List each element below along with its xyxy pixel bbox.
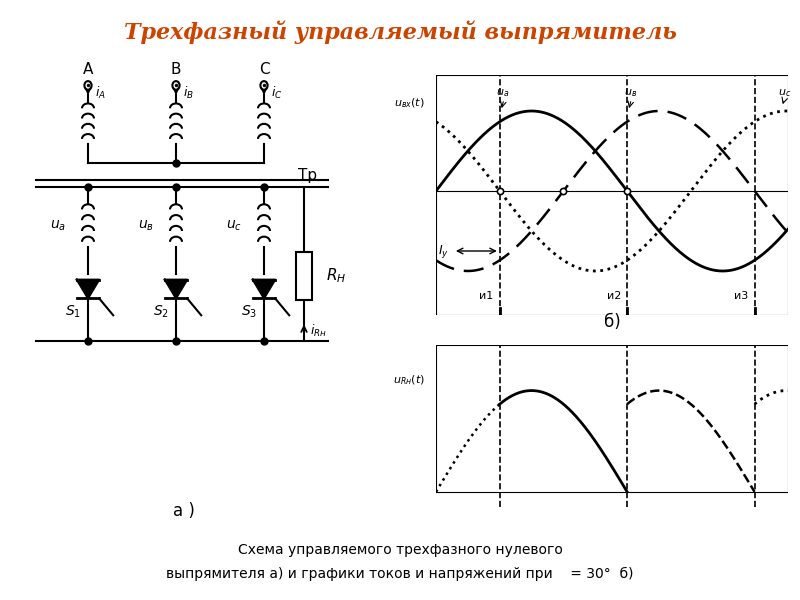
Text: а ): а ) xyxy=(173,502,195,520)
Text: $i_{Rн}$: $i_{Rн}$ xyxy=(310,323,327,339)
Text: $S_1$: $S_1$ xyxy=(65,304,81,320)
Text: выпрямителя а) и графики токов и напряжений при    = 30°  б): выпрямителя а) и графики токов и напряже… xyxy=(166,567,634,581)
Text: C: C xyxy=(258,62,270,77)
Text: $i_{C}$: $i_{C}$ xyxy=(271,85,282,101)
Text: $u_с$: $u_с$ xyxy=(778,87,791,99)
Text: $i_{A}$: $i_{A}$ xyxy=(95,85,106,101)
Text: и3: и3 xyxy=(734,291,748,301)
Text: $u_с$: $u_с$ xyxy=(226,218,242,233)
Text: Трехфазный управляемый выпрямитель: Трехфазный управляемый выпрямитель xyxy=(123,21,677,44)
Text: $I_у$: $I_у$ xyxy=(438,242,449,259)
Polygon shape xyxy=(253,280,275,298)
Polygon shape xyxy=(165,280,187,298)
Text: $u_в$: $u_в$ xyxy=(138,218,154,233)
Text: Тр: Тр xyxy=(298,168,318,182)
Text: и2: и2 xyxy=(606,291,621,301)
Text: и1: и1 xyxy=(479,291,494,301)
Bar xyxy=(296,252,313,300)
Text: $S_2$: $S_2$ xyxy=(153,304,169,320)
Text: $u_а$: $u_а$ xyxy=(496,87,510,99)
Text: $u_в$: $u_в$ xyxy=(623,87,637,99)
Text: $S_3$: $S_3$ xyxy=(241,304,257,320)
Text: $u_а$: $u_а$ xyxy=(50,218,66,233)
Text: Схема управляемого трехфазного нулевого: Схема управляемого трехфазного нулевого xyxy=(238,543,562,557)
Text: B: B xyxy=(170,62,182,77)
Text: $u_{вх}(t)$: $u_{вх}(t)$ xyxy=(394,96,425,110)
Text: $R_Н$: $R_Н$ xyxy=(326,266,346,286)
Text: $u_{Rн}(t)$: $u_{Rн}(t)$ xyxy=(393,374,425,387)
Text: A: A xyxy=(83,62,93,77)
Polygon shape xyxy=(77,280,99,298)
Text: б): б) xyxy=(604,313,620,331)
Text: $i_{B}$: $i_{B}$ xyxy=(183,85,194,101)
